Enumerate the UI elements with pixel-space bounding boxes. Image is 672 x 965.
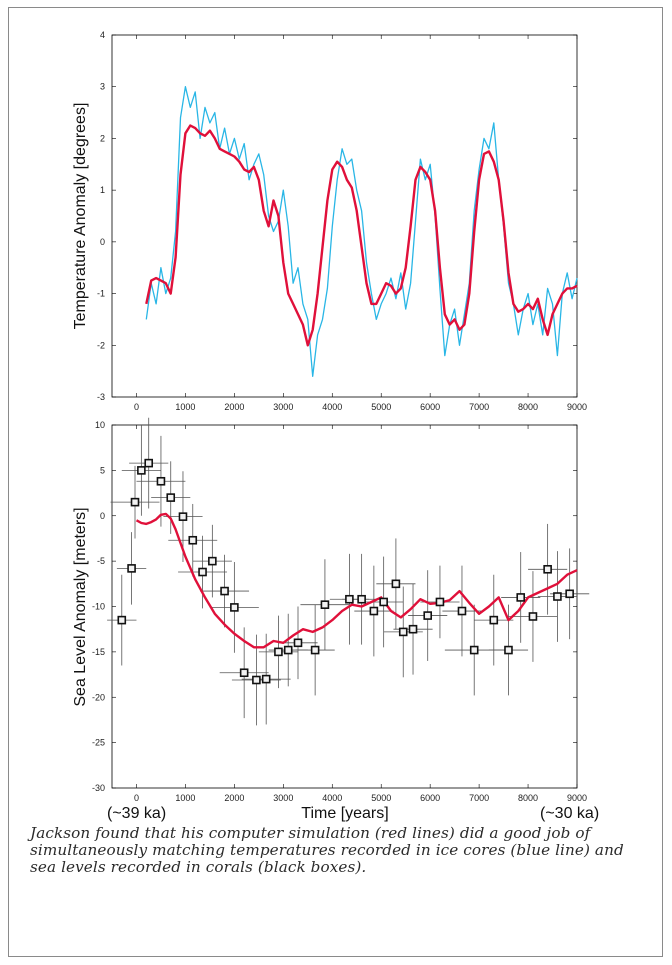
coral-data-point <box>489 615 499 625</box>
coral-data-point <box>156 476 166 486</box>
y-tick-label: 0 <box>100 511 105 521</box>
coral-data-point <box>528 612 538 621</box>
coral-data-point <box>435 597 445 607</box>
x-end-age-label: (~30 ka) <box>540 805 599 822</box>
y-tick-label: 10 <box>95 420 105 430</box>
x-tick-label: 2000 <box>224 793 244 803</box>
x-tick-label: 0 <box>134 793 139 803</box>
x-tick-label: 6000 <box>420 402 440 412</box>
y-tick-label: 2 <box>100 133 105 143</box>
coral-data-point <box>178 512 188 521</box>
time-x-axis-label: Time [years] <box>301 805 388 822</box>
simulation-temperature-line <box>145 124 578 347</box>
y-tick-label: -3 <box>97 392 105 402</box>
y-tick-label: 0 <box>100 237 105 247</box>
x-tick-label: 5000 <box>371 793 391 803</box>
coral-data-point <box>208 556 217 566</box>
coral-data-point <box>188 535 198 545</box>
x-tick-label: 4000 <box>322 402 342 412</box>
coral-data-point <box>144 458 154 468</box>
coral-data-point <box>293 638 303 648</box>
x-tick-label: 9000 <box>567 793 587 803</box>
coral-data-point <box>220 586 229 596</box>
coral-data-point <box>137 466 146 475</box>
coral-data-point <box>457 606 467 616</box>
y-tick-label: 3 <box>100 82 105 92</box>
coral-data-point <box>369 606 379 616</box>
coral-data-point <box>391 579 401 589</box>
x-tick-label: 8000 <box>518 793 538 803</box>
coral-data-point <box>379 597 388 607</box>
x-tick-label: 0 <box>134 402 139 412</box>
y-tick-label: -1 <box>97 289 105 299</box>
sea-level-y-axis-label: Sea Level Anomaly [meters] <box>72 507 89 706</box>
coral-data-point <box>261 674 271 684</box>
y-tick-label: -10 <box>92 602 105 612</box>
coral-data-point <box>274 647 283 657</box>
plot-area <box>111 34 578 398</box>
x-tick-label: 8000 <box>518 402 538 412</box>
y-tick-label: -15 <box>92 647 105 657</box>
x-tick-label: 1000 <box>175 793 195 803</box>
coral-data-point <box>310 645 320 655</box>
coral-data-point <box>398 627 408 637</box>
y-tick-label: 4 <box>100 30 105 40</box>
coral-data-point <box>553 592 562 601</box>
sea-level-chart: 0 1000 2000 3000 4000 5000 6000 7000 8000 9000 -30… <box>72 417 599 822</box>
x-start-age-label: (~39 ka) <box>107 805 166 822</box>
coral-data-point <box>565 589 574 599</box>
coral-data-point <box>127 564 136 573</box>
coral-data-point <box>130 497 140 507</box>
coral-data-point <box>469 645 479 655</box>
temperature-y-axis-label: Temperature Anomaly [degrees] <box>72 103 89 330</box>
coral-data-point <box>230 603 239 612</box>
coral-data-point <box>357 594 366 604</box>
plot-area <box>111 424 578 789</box>
y-tick-label: -20 <box>92 692 105 702</box>
x-tick-label: 2000 <box>224 402 244 412</box>
x-tick-label: 3000 <box>273 793 293 803</box>
coral-data-point <box>320 600 330 609</box>
coral-data-point <box>283 645 293 655</box>
x-tick-label: 9000 <box>567 402 587 412</box>
coral-data-point <box>345 594 354 604</box>
x-tick-label: 5000 <box>371 402 391 412</box>
coral-data-point <box>516 593 526 602</box>
x-tick-label: 4000 <box>322 793 342 803</box>
coral-data-point <box>166 493 176 502</box>
figure-caption: Jackson found that his computer simulati… <box>30 824 624 876</box>
y-tick-label: -30 <box>92 783 105 793</box>
y-tick-label: -25 <box>92 738 105 748</box>
y-tick-label: -2 <box>97 340 105 350</box>
coral-data-point <box>117 615 127 625</box>
coral-data-point <box>423 611 433 620</box>
simulation-sea-level-line <box>135 512 578 649</box>
y-tick-label: -5 <box>97 556 105 566</box>
x-tick-label: 7000 <box>469 793 489 803</box>
coral-data-point <box>504 645 513 655</box>
coral-data-point <box>408 624 418 634</box>
temperature-chart: 0 1000 2000 3000 4000 5000 6000 7000 8000 9000 -3 -… <box>72 30 587 412</box>
x-tick-label: 7000 <box>469 402 489 412</box>
y-tick-label: 1 <box>100 185 105 195</box>
coral-data-point <box>198 567 207 577</box>
x-tick-label: 6000 <box>420 793 440 803</box>
coral-data-point <box>543 564 552 574</box>
coral-data-point <box>239 668 249 678</box>
coral-data-point <box>252 675 261 685</box>
x-tick-label: 3000 <box>273 402 293 412</box>
x-tick-label: 1000 <box>175 402 195 412</box>
y-tick-label: 5 <box>100 465 105 475</box>
